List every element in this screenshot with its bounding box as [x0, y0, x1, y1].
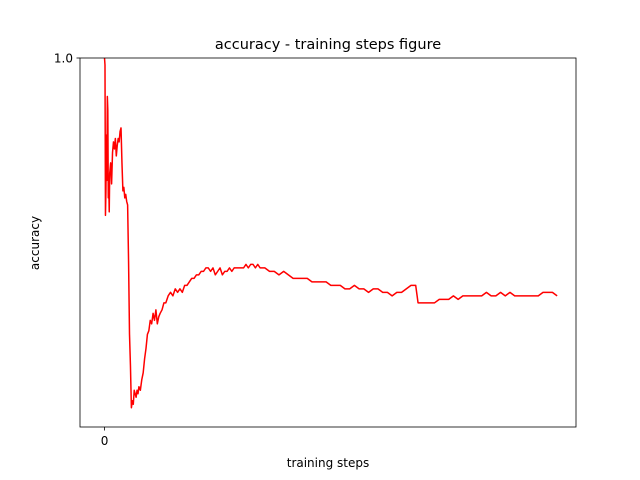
axis-ticks: 01.0	[54, 52, 108, 449]
chart-title: accuracy - training steps figure	[215, 37, 441, 53]
plot-frame	[79, 57, 577, 428]
x-axis-label: training steps	[287, 456, 370, 470]
y-tick-label: 1.0	[54, 52, 73, 66]
series-line-0	[103, 57, 558, 409]
plot-area	[103, 57, 558, 409]
y-axis-label: accuracy	[28, 216, 42, 270]
x-tick-label: 0	[101, 434, 109, 448]
